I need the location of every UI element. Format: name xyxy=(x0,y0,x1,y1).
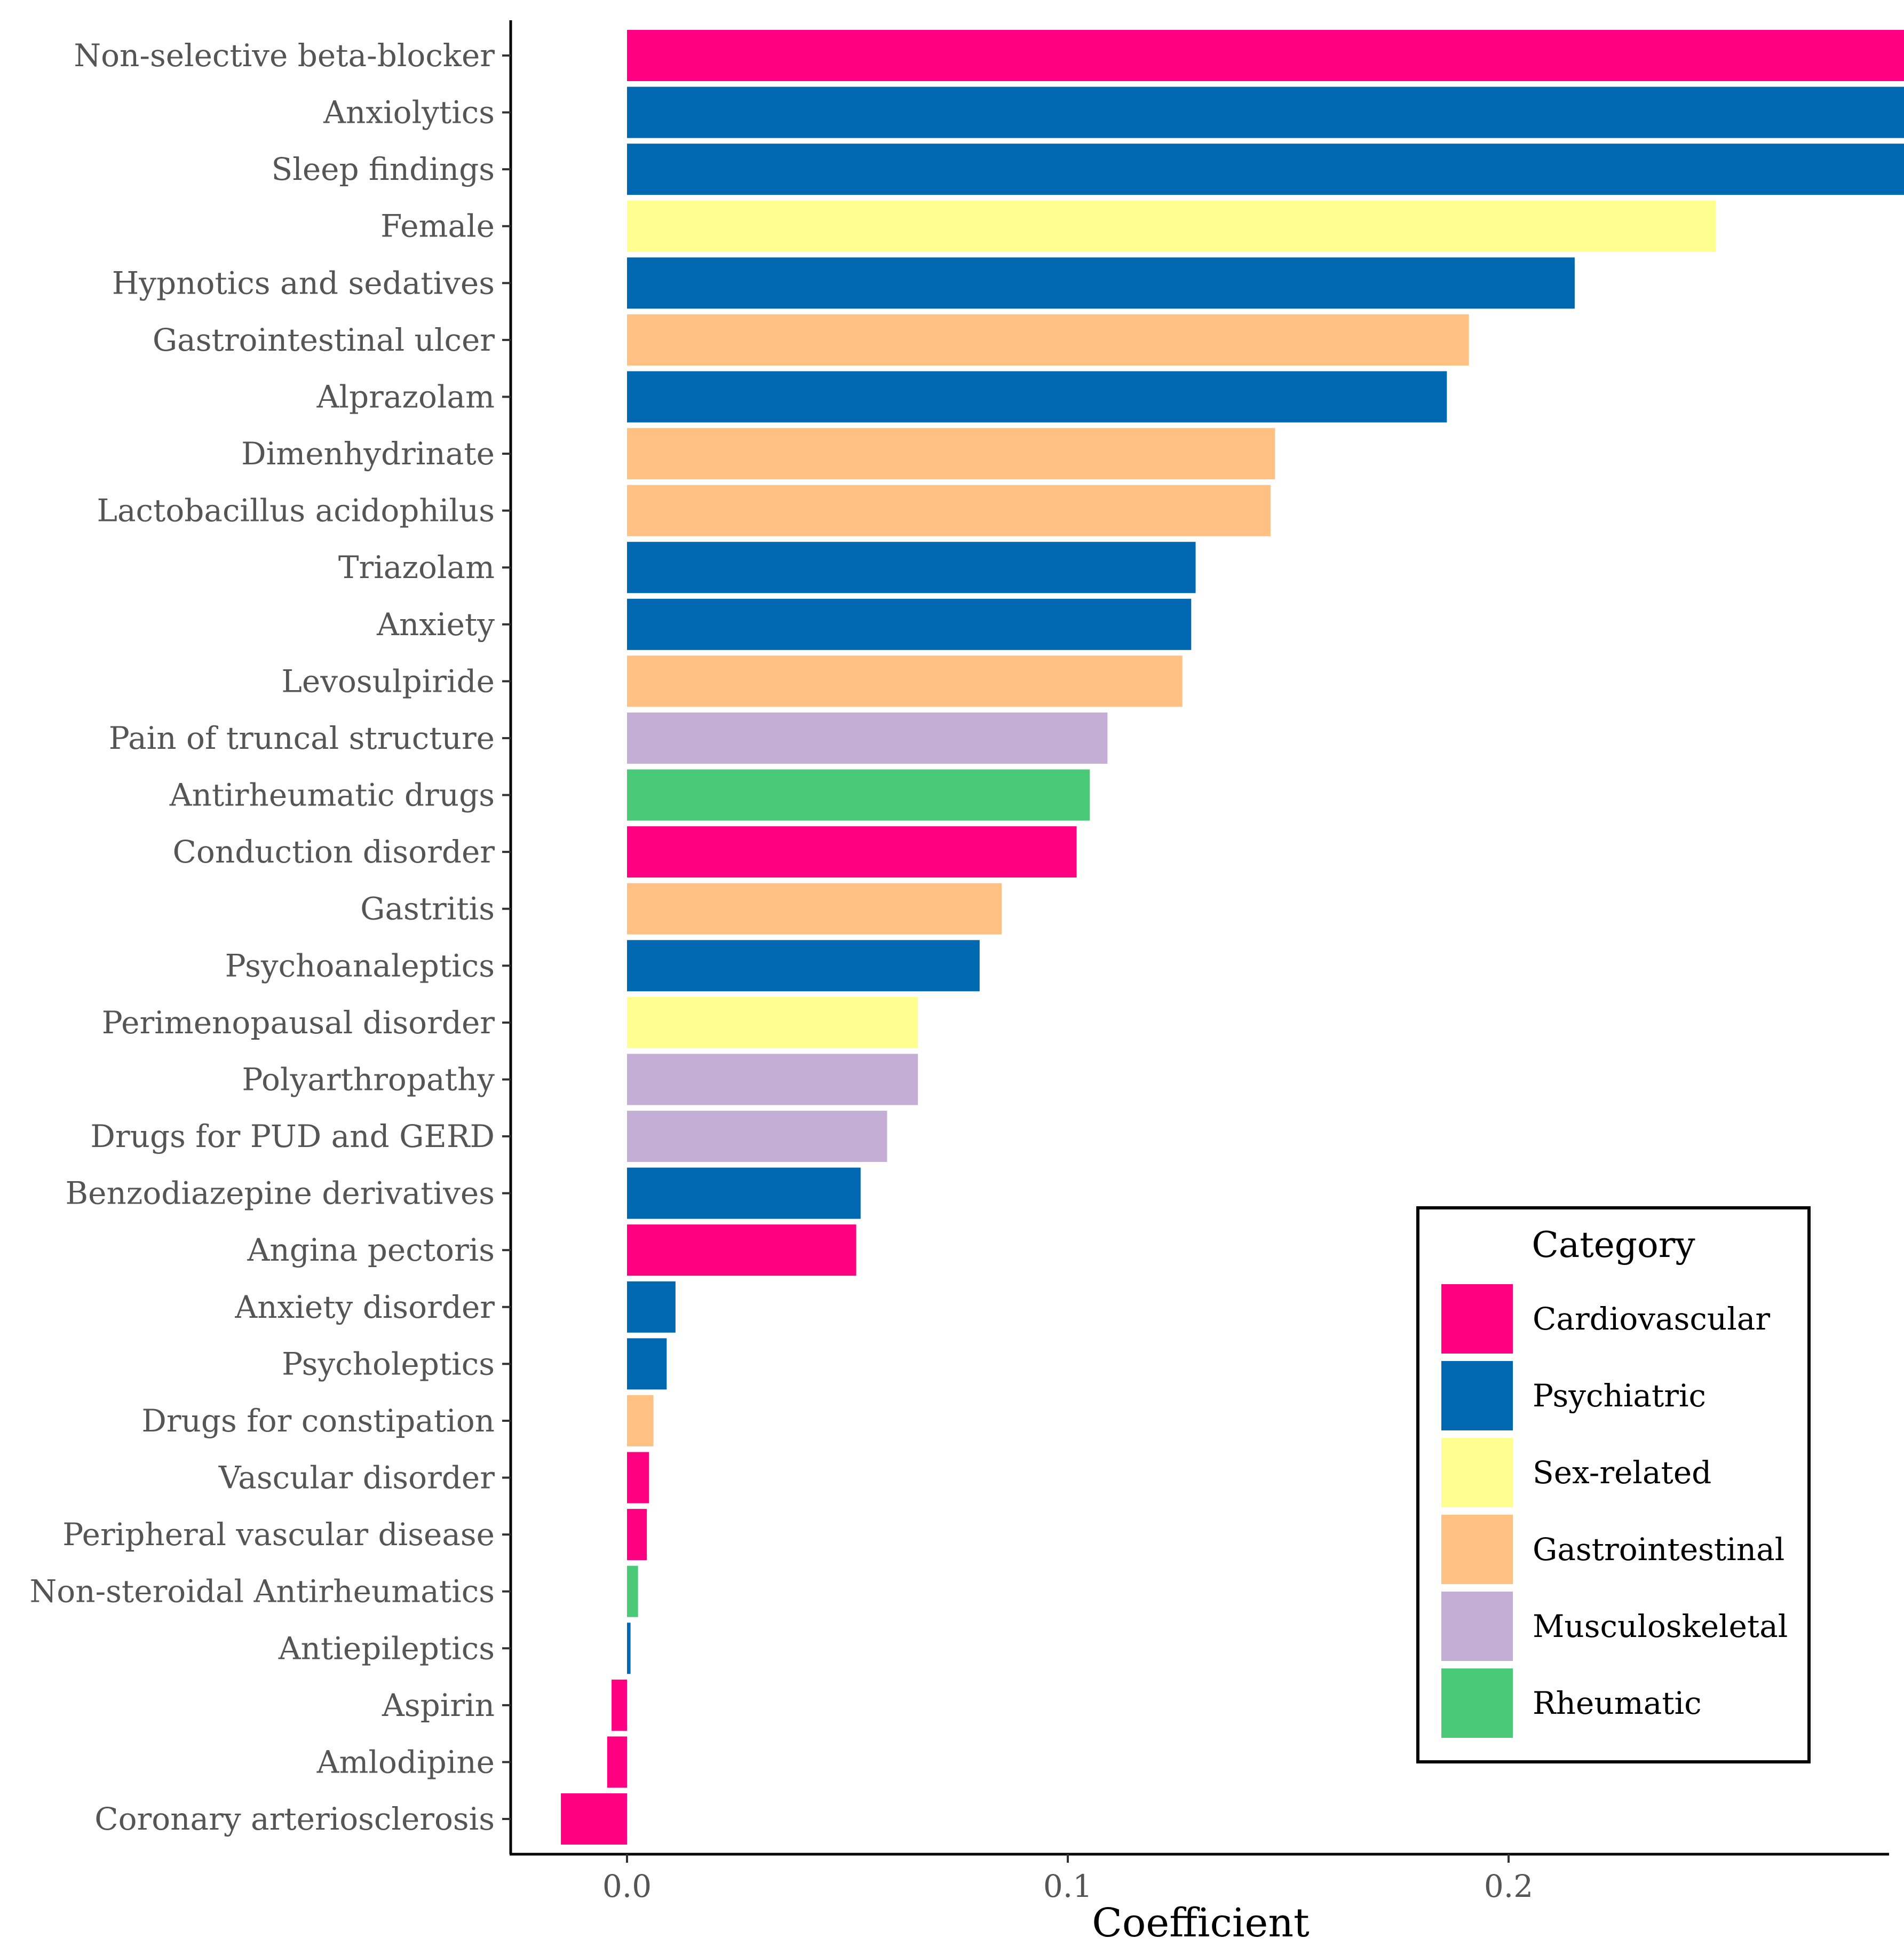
x-axis-title: Coefficient xyxy=(1092,1900,1310,1946)
legend-swatch xyxy=(1441,1438,1513,1507)
legend-label: Rheumatic xyxy=(1533,1685,1702,1721)
legend-label: Gastrointestinal xyxy=(1533,1531,1784,1568)
bar-gastrointestinal-ulcer xyxy=(627,314,1469,366)
bar-drugs-for-constipation xyxy=(627,1395,654,1446)
bar-psychoanaleptics xyxy=(627,940,980,992)
bar-benzodiazepine-derivatives xyxy=(627,1167,861,1219)
legend-label: Sex-related xyxy=(1533,1454,1711,1491)
y-tick-label: Amlodipine xyxy=(316,1744,495,1780)
bar-anxiety xyxy=(627,598,1192,650)
legend-swatch xyxy=(1441,1361,1513,1430)
y-tick-label: Coronary arteriosclerosis xyxy=(94,1801,495,1837)
y-tick-label: Non-steroidal Antirheumatics xyxy=(30,1573,495,1610)
legend-label: Cardiovascular xyxy=(1533,1301,1770,1337)
bar-non-steroidal-antirheumatics xyxy=(627,1565,638,1617)
bar-amlodipine xyxy=(607,1736,627,1788)
bar-peripheral-vascular-disease xyxy=(627,1509,647,1561)
y-tick-label: Perimenopausal disorder xyxy=(102,1004,495,1041)
y-tick-label: Gastritis xyxy=(360,891,495,927)
y-tick-label: Anxiety disorder xyxy=(234,1289,495,1325)
bar-perimenopausal-disorder xyxy=(627,996,918,1048)
legend-label: Musculoskeletal xyxy=(1533,1608,1788,1644)
x-tick-label: 0.2 xyxy=(1484,1868,1533,1904)
y-tick-label: Antiepileptics xyxy=(278,1630,495,1666)
y-tick-label: Levosulpiride xyxy=(281,663,495,699)
y-tick-label: Pain of truncal structure xyxy=(109,720,495,756)
y-tick-label: Angina pectoris xyxy=(247,1232,495,1268)
legend-swatch xyxy=(1441,1284,1513,1354)
legend-title: Category xyxy=(1532,1224,1695,1265)
legend: Category Cardiovascular Psychiatric Sex-rel… xyxy=(1416,1206,1811,1763)
y-tick-label: Conduction disorder xyxy=(173,834,495,870)
bar-lactobacillus-acidophilus xyxy=(627,485,1271,536)
legend-swatch xyxy=(1441,1668,1513,1738)
y-tick-label: Sleep findings xyxy=(272,151,495,187)
y-tick-label: Drugs for PUD and GERD xyxy=(90,1118,495,1154)
y-tick-label: Lactobacillus acidophilus xyxy=(97,493,495,529)
y-tick-label: Aspirin xyxy=(382,1687,495,1723)
bar-gastritis xyxy=(627,883,1002,935)
bar-anxiety-disorder xyxy=(627,1281,676,1333)
y-tick-label: Polyarthropathy xyxy=(242,1061,495,1097)
bar-angina-pectoris xyxy=(627,1224,856,1276)
bar-polyarthropathy xyxy=(627,1054,918,1105)
y-axis: Non-selective beta-blocker Anxiolytics Sle… xyxy=(30,20,512,1854)
bar-antiepileptics xyxy=(627,1623,631,1674)
bar-alprazolam xyxy=(627,371,1447,423)
x-tick-label: 0.1 xyxy=(1043,1868,1092,1904)
bar-psycholeptics xyxy=(627,1338,667,1390)
bar-levosulpiride xyxy=(627,655,1183,707)
y-tick-label: Benzodiazepine derivatives xyxy=(66,1175,495,1212)
y-tick-label: Alprazolam xyxy=(316,378,495,415)
bar-conduction-disorder xyxy=(627,826,1077,878)
y-tick-label: Non-selective beta-blocker xyxy=(74,37,495,74)
bar-female xyxy=(627,200,1716,252)
x-axis: 0.00.10.20.3 xyxy=(510,1853,1889,1904)
bar-aspirin xyxy=(612,1679,627,1731)
bar-triazolam xyxy=(627,542,1196,594)
y-tick-label: Antirheumatic drugs xyxy=(169,777,495,813)
y-tick-label: Hypnotics and sedatives xyxy=(112,265,495,301)
bar-coronary-arteriosclerosis xyxy=(561,1793,627,1845)
bar-dimenhydrinate xyxy=(627,428,1275,480)
bar-antirheumatic-drugs xyxy=(627,769,1090,821)
y-tick-label: Triazolam xyxy=(338,549,495,586)
y-tick-label: Vascular disorder xyxy=(218,1460,495,1496)
y-tick-label: Gastrointestinal ulcer xyxy=(153,322,495,358)
legend-label: Psychiatric xyxy=(1533,1378,1706,1414)
bar-pain-of-truncal-structure xyxy=(627,712,1108,764)
bar-anxiolytics xyxy=(627,86,1904,138)
bar-hypnotics-and-sedatives xyxy=(627,257,1575,309)
y-tick-label: Drugs for constipation xyxy=(141,1403,495,1439)
y-tick-label: Anxiolytics xyxy=(323,94,495,131)
x-tick-label: 0.0 xyxy=(602,1868,652,1904)
y-tick-label: Psychoanaleptics xyxy=(225,947,495,984)
y-tick-label: Psycholeptics xyxy=(282,1346,495,1382)
legend-swatch xyxy=(1441,1592,1513,1661)
bars-group xyxy=(561,30,1904,1845)
bar-non-selective-beta-blocker xyxy=(627,30,1904,81)
y-tick-label: Female xyxy=(380,208,495,244)
y-tick-label: Dimenhydrinate xyxy=(241,436,495,472)
bar-drugs-for-pud-and-gerd xyxy=(627,1111,887,1162)
bar-vascular-disorder xyxy=(627,1452,649,1504)
bar-sleep-findings xyxy=(627,144,1904,195)
legend-swatch xyxy=(1441,1515,1513,1584)
y-tick-label: Anxiety xyxy=(376,606,495,643)
y-tick-label: Peripheral vascular disease xyxy=(62,1516,495,1553)
